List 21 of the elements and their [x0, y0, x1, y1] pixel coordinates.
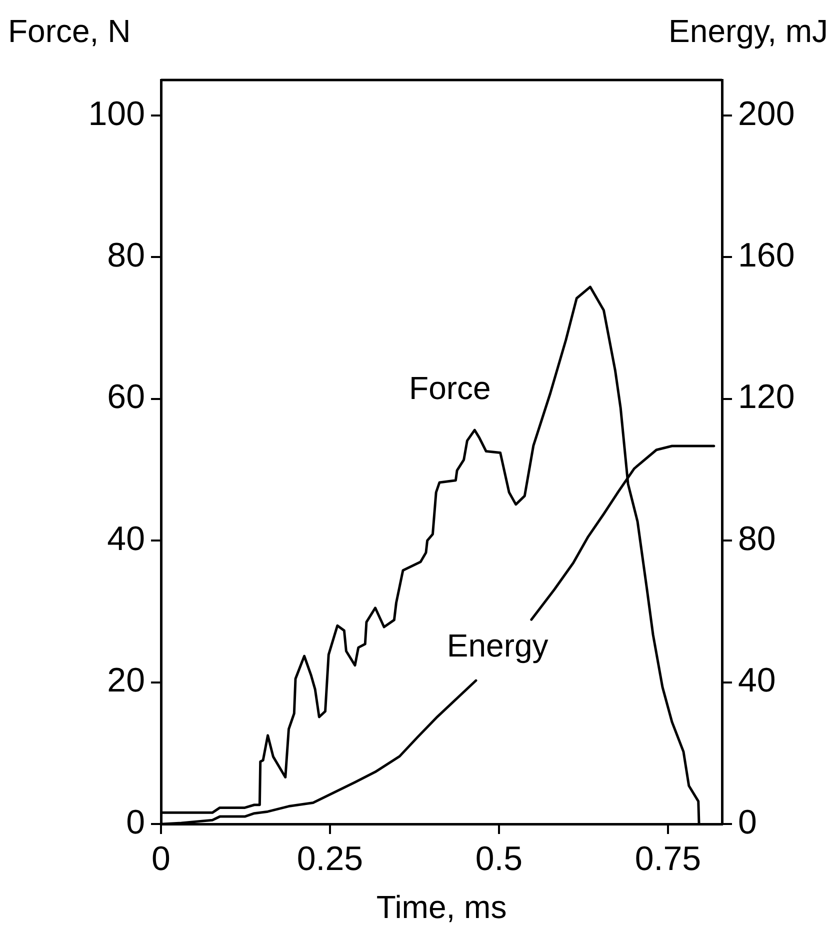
x-tick-label: 0.5	[475, 840, 523, 878]
y2-tick-label: 200	[738, 94, 795, 133]
y-tick-label: 0	[126, 803, 145, 842]
y-tick-label: 60	[107, 378, 145, 416]
x-tick-label: 0.75	[634, 840, 702, 878]
y2-tick-label: 120	[738, 378, 795, 416]
y2-tick-label: 160	[738, 236, 795, 275]
y-tick-label: 20	[107, 662, 145, 700]
y2-tick-label: 40	[738, 662, 776, 700]
series-label: Energy	[446, 628, 548, 664]
y2-tick-label: 80	[738, 520, 776, 558]
y-tick-label: 40	[107, 520, 145, 558]
y-axis-title: Force, N	[8, 13, 131, 49]
x-tick-label: 0	[152, 840, 170, 878]
x-axis-title: Time, ms	[376, 889, 507, 925]
y2-tick-label: 0	[738, 803, 757, 842]
y-tick-label: 100	[88, 94, 145, 133]
series-label: Force	[409, 370, 491, 406]
x-tick-label: 0.25	[296, 840, 364, 878]
y-tick-label: 80	[107, 236, 145, 275]
y2-axis-title: Energy, mJ	[668, 13, 828, 49]
